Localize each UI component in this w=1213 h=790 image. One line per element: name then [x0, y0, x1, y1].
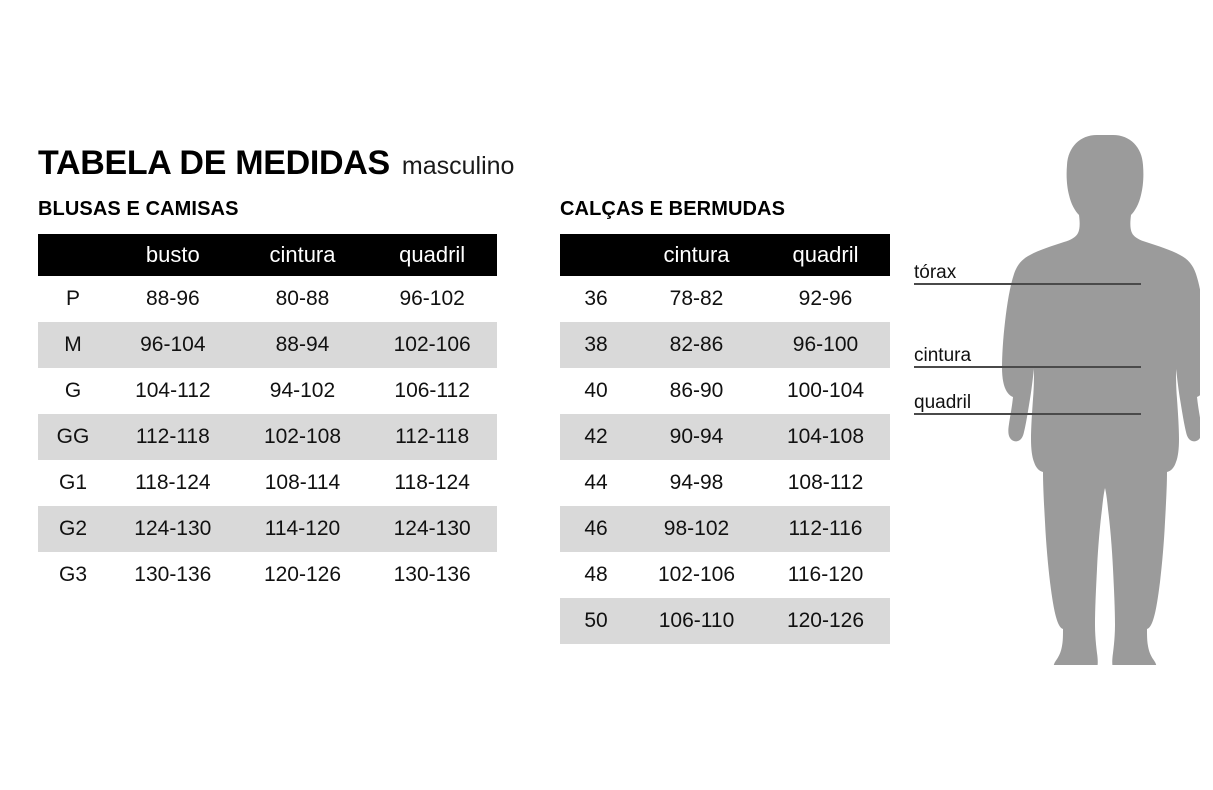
- cell-quadril: 106-112: [394, 379, 470, 402]
- cell-quadril: 96-100: [792, 333, 859, 356]
- column-header-size: [560, 234, 632, 276]
- cell-quadril: 116-120: [787, 563, 864, 586]
- cell-size: G: [64, 379, 82, 402]
- cell-cintura: 86-90: [669, 379, 724, 402]
- cell-quadril: 112-118: [395, 425, 470, 448]
- section-heading-bottoms: CALÇAS E BERMUDAS: [560, 198, 786, 220]
- cell-quadril: 104-108: [786, 425, 865, 448]
- cell-busto: 124-130: [134, 517, 212, 540]
- cell-size: G1: [58, 471, 87, 494]
- cell-quadril: 112-116: [788, 517, 863, 540]
- section-heading-tops: BLUSAS E CAMISAS: [38, 198, 239, 220]
- cell-size: 40: [584, 379, 608, 402]
- cell-size: 50: [584, 609, 608, 632]
- table-row: G2 124-130 114-120 124-130: [38, 506, 497, 552]
- table-row: G1 118-124 108-114 118-124: [38, 460, 497, 506]
- cell-cintura: 120-126: [263, 563, 342, 586]
- cell-cintura: 82-86: [669, 333, 724, 356]
- measurement-figure-panel: tórax cintura quadril: [900, 120, 1200, 665]
- cell-cintura: 80-88: [275, 287, 330, 310]
- table-row: P 88-96 80-88 96-102: [38, 276, 497, 322]
- measure-label-torax: tórax: [914, 262, 957, 283]
- cell-size: 42: [584, 425, 608, 448]
- cell-quadril: 100-104: [786, 379, 865, 402]
- cell-busto: 130-136: [134, 563, 212, 586]
- tops-size-table: busto cintura quadril P 88-96 80-88 96-1…: [38, 234, 497, 598]
- table-row: 48 102-106 116-120: [560, 552, 890, 598]
- measure-label-quadril: quadril: [914, 392, 972, 413]
- cell-cintura: 98-102: [663, 517, 730, 540]
- table-row: G3 130-136 120-126 130-136: [38, 552, 497, 598]
- cell-size: M: [64, 333, 82, 356]
- cell-cintura: 106-110: [658, 609, 735, 632]
- cell-size: 48: [584, 563, 608, 586]
- cell-cintura: 114-120: [264, 517, 341, 540]
- cell-quadril: 120-126: [786, 609, 865, 632]
- table-row: 38 82-86 96-100: [560, 322, 890, 368]
- cell-quadril: 118-124: [394, 471, 470, 494]
- cell-cintura: 88-94: [275, 333, 330, 356]
- cell-busto: 112-118: [135, 425, 210, 448]
- table-row: G 104-112 94-102 106-112: [38, 368, 497, 414]
- cell-busto: 104-112: [135, 379, 211, 402]
- measure-line-cintura: [914, 366, 1141, 368]
- cell-size: 36: [584, 287, 608, 310]
- page-subtitle: masculino: [401, 152, 515, 180]
- male-body-silhouette-icon: [1002, 135, 1200, 665]
- table-row: 40 86-90 100-104: [560, 368, 890, 414]
- table-row: 50 106-110 120-126: [560, 598, 890, 644]
- column-header-quadril: quadril: [399, 242, 466, 267]
- cell-size: 46: [584, 517, 608, 540]
- table-header-row: busto cintura quadril: [38, 234, 497, 276]
- column-header-cintura: cintura: [663, 242, 730, 267]
- table-row: 46 98-102 112-116: [560, 506, 890, 552]
- cell-cintura: 108-114: [264, 471, 341, 494]
- table-row: 44 94-98 108-112: [560, 460, 890, 506]
- cell-quadril: 102-106: [393, 333, 471, 356]
- measure-line-torax: [914, 283, 1141, 285]
- cell-size: G2: [58, 517, 87, 540]
- column-header-size: [38, 234, 108, 276]
- cell-busto: 88-96: [145, 287, 200, 310]
- cell-cintura: 90-94: [669, 425, 724, 448]
- cell-size: 44: [584, 471, 608, 494]
- cell-quadril: 108-112: [787, 471, 864, 494]
- cell-cintura: 102-106: [657, 563, 736, 586]
- bottoms-size-table: cintura quadril 36 78-82 92-96 38 82-86 …: [560, 234, 890, 644]
- column-header-busto: busto: [145, 242, 200, 267]
- cell-size: G3: [58, 563, 87, 586]
- table-header-row: cintura quadril: [560, 234, 890, 276]
- table-row: M 96-104 88-94 102-106: [38, 322, 497, 368]
- table-row: GG 112-118 102-108 112-118: [38, 414, 497, 460]
- cell-busto: 118-124: [135, 471, 211, 494]
- cell-busto: 96-104: [140, 333, 206, 356]
- cell-quadril: 92-96: [798, 287, 853, 310]
- column-header-cintura: cintura: [269, 242, 336, 267]
- cell-size: P: [65, 287, 80, 310]
- cell-cintura: 102-108: [263, 425, 342, 448]
- cell-quadril: 124-130: [393, 517, 471, 540]
- cell-quadril: 96-102: [399, 287, 465, 310]
- table-row: 42 90-94 104-108: [560, 414, 890, 460]
- cell-cintura: 94-98: [669, 471, 724, 494]
- cell-size: GG: [56, 425, 90, 448]
- cell-quadril: 130-136: [393, 563, 471, 586]
- cell-cintura: 78-82: [669, 287, 724, 310]
- page-title: TABELA DE MEDIDAS: [38, 144, 390, 182]
- measure-label-cintura: cintura: [914, 345, 972, 366]
- page-title-block: TABELA DE MEDIDAS masculino: [38, 146, 514, 180]
- table-row: 36 78-82 92-96: [560, 276, 890, 322]
- measure-line-quadril: [914, 413, 1141, 415]
- cell-cintura: 94-102: [269, 379, 336, 402]
- cell-size: 38: [584, 333, 608, 356]
- column-header-quadril: quadril: [792, 242, 859, 267]
